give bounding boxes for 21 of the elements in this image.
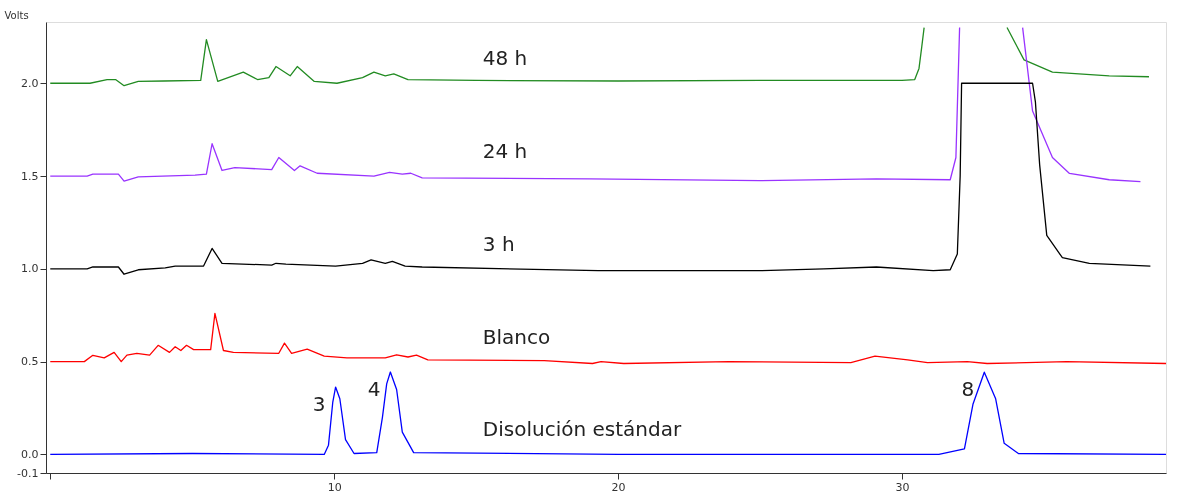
annotation: 4 bbox=[367, 377, 381, 402]
annotation: 8 bbox=[961, 377, 975, 402]
line-series bbox=[49, 82, 1152, 275]
series-label: 48 h bbox=[482, 46, 528, 71]
annotation: 3 bbox=[312, 392, 326, 417]
x-tick-label: 10 bbox=[327, 480, 342, 494]
y-tick-label: -0.1 bbox=[17, 466, 39, 480]
x-tick-label: 30 bbox=[895, 480, 910, 494]
y-tick-label: 1.5 bbox=[21, 169, 39, 183]
series-label: Blanco bbox=[482, 324, 551, 349]
series-label: 24 h bbox=[482, 139, 528, 164]
line-series bbox=[49, 312, 1166, 365]
line-series bbox=[49, 371, 1166, 456]
series-label: 3 h bbox=[482, 231, 515, 256]
y-tick-label: 0.0 bbox=[21, 447, 39, 461]
x-tick-label: 20 bbox=[611, 480, 626, 494]
y-axis-title: Volts bbox=[4, 9, 29, 21]
y-tick-label: 2.0 bbox=[21, 76, 39, 90]
y-tick-label: 1.0 bbox=[21, 262, 39, 276]
y-tick-label: 0.5 bbox=[21, 355, 39, 369]
series-label: Disolución estándar bbox=[482, 417, 682, 442]
